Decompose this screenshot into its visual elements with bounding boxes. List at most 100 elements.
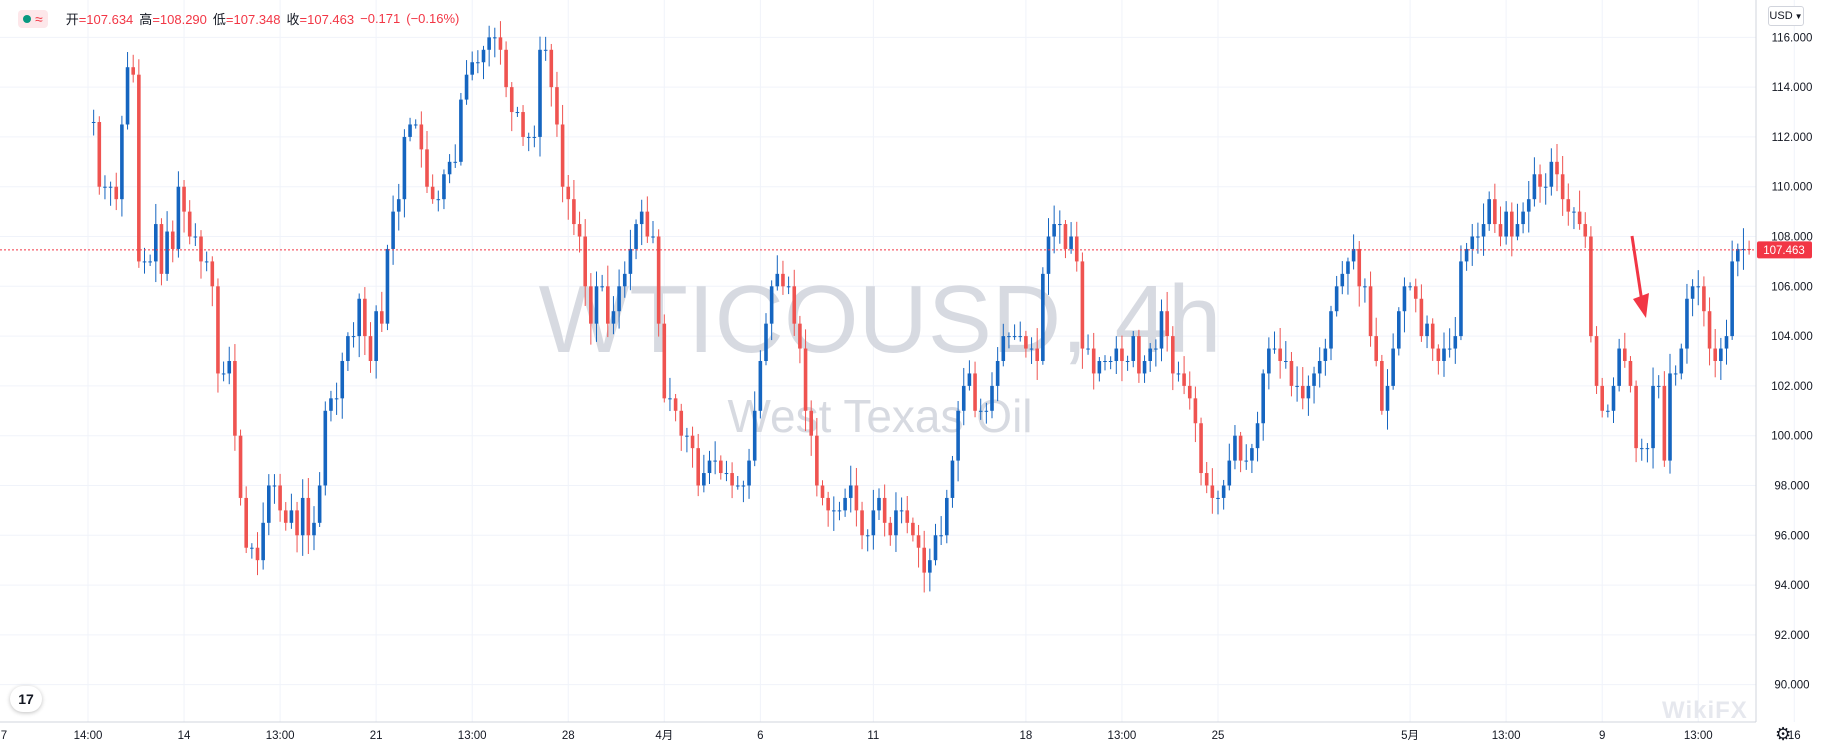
candle-body	[1651, 385, 1655, 449]
candle-body	[1238, 435, 1243, 461]
candle-body	[990, 385, 994, 411]
candle-body	[1413, 286, 1418, 299]
currency-select[interactable]: USD ▼	[1768, 6, 1804, 26]
watermark-name: West Texas Oil	[727, 390, 1032, 442]
candle-body	[832, 510, 836, 512]
x-tick-label: 4月	[655, 730, 673, 742]
candle-body	[1108, 361, 1113, 362]
candle-body	[137, 74, 141, 262]
candle-body	[1035, 348, 1039, 361]
chevron-down-icon: ▼	[1794, 11, 1803, 21]
candle-body	[899, 510, 904, 512]
candle-body	[1397, 311, 1401, 349]
candle-body	[775, 273, 780, 287]
candle-body	[108, 186, 113, 188]
candle-body	[1261, 373, 1265, 424]
candle-body	[877, 497, 881, 511]
candle-body	[735, 485, 740, 487]
candle-body	[702, 473, 706, 486]
candle-body	[645, 211, 650, 237]
candle-body	[154, 224, 158, 262]
candle-body	[888, 522, 893, 536]
candle-body	[453, 161, 458, 163]
candle-body	[1577, 211, 1582, 225]
status-pill[interactable]: ≈	[18, 9, 48, 28]
candle-body	[526, 136, 531, 138]
candle-body	[1125, 361, 1130, 362]
candle-body	[385, 248, 390, 324]
candle-body	[120, 124, 124, 200]
candle-body	[809, 410, 813, 436]
candle-body	[656, 236, 661, 324]
candle-body	[1137, 336, 1141, 374]
candle-body	[1091, 348, 1096, 374]
candle-body	[1165, 311, 1169, 337]
candle-body	[1295, 385, 1299, 387]
x-tick-label: 11	[867, 730, 879, 742]
x-tick-label: 7	[1, 730, 7, 742]
candle-body	[673, 398, 678, 411]
logo-text: 17	[18, 691, 34, 707]
candle-body	[1566, 199, 1571, 212]
candle-body	[283, 510, 288, 523]
candle-body	[764, 323, 768, 361]
candle-body	[894, 510, 898, 536]
time-axis[interactable]: 7 14:00 14 13:00 21 13:00 28 4月 6 11 18 13:00 25 5月 13…	[1, 730, 1821, 742]
candle-body	[984, 410, 989, 412]
market-status-dot-icon	[23, 14, 31, 23]
candle-body	[848, 485, 853, 498]
y-tick-label: 96.000	[1774, 530, 1809, 542]
candle-body	[1679, 348, 1684, 374]
candle-body	[905, 510, 910, 523]
candle-body	[826, 497, 830, 511]
change-percent: (−0.16%)	[406, 11, 460, 26]
candle-body	[459, 99, 463, 162]
candle-body	[148, 261, 152, 263]
candle-body	[611, 311, 616, 324]
candle-body	[1024, 336, 1028, 349]
x-tick-label: 13:00	[1492, 730, 1521, 742]
candle-body	[1555, 161, 1559, 175]
candle-body	[165, 231, 169, 274]
candle-body	[662, 323, 667, 399]
candle-body	[713, 460, 717, 462]
candle-body	[272, 485, 277, 487]
candle-body	[1272, 348, 1277, 350]
candle-body	[1436, 348, 1441, 361]
candle-body	[1583, 224, 1588, 237]
candle-body	[978, 410, 983, 412]
candle-body	[572, 199, 576, 225]
candle-body	[1724, 336, 1729, 349]
gear-icon[interactable]: ⚙	[1775, 724, 1792, 744]
candle-body	[1154, 348, 1158, 350]
candle-body	[487, 37, 491, 50]
candle-body	[1329, 311, 1333, 349]
candle-body	[1487, 199, 1491, 225]
candle-body	[233, 361, 237, 436]
candle-body	[724, 473, 729, 475]
candle-body	[509, 87, 514, 113]
candle-body	[871, 510, 876, 536]
candle-body	[221, 373, 226, 375]
tradingview-logo[interactable]: 17	[10, 686, 42, 712]
candle-body	[204, 261, 209, 263]
candle-body	[566, 186, 571, 200]
candle-body	[1052, 224, 1056, 237]
candle-body	[1187, 385, 1192, 399]
candle-body	[1560, 174, 1565, 200]
candle-body	[1029, 348, 1034, 350]
candle-body	[956, 410, 960, 461]
candle-body	[532, 136, 537, 138]
candle-body	[1346, 261, 1350, 274]
candle-body	[1221, 485, 1226, 498]
candle-body	[843, 497, 847, 511]
candle-body	[1447, 348, 1452, 350]
candle-body	[323, 410, 328, 486]
low-value: =107.348	[225, 12, 281, 27]
price-axis[interactable]: 116.000 114.000 112.000 110.000 108.000 106.0…	[1771, 32, 1813, 691]
candle-body	[442, 174, 446, 200]
candle-body	[1182, 373, 1186, 386]
candle-body	[1074, 236, 1079, 262]
candle-body	[1419, 298, 1424, 337]
